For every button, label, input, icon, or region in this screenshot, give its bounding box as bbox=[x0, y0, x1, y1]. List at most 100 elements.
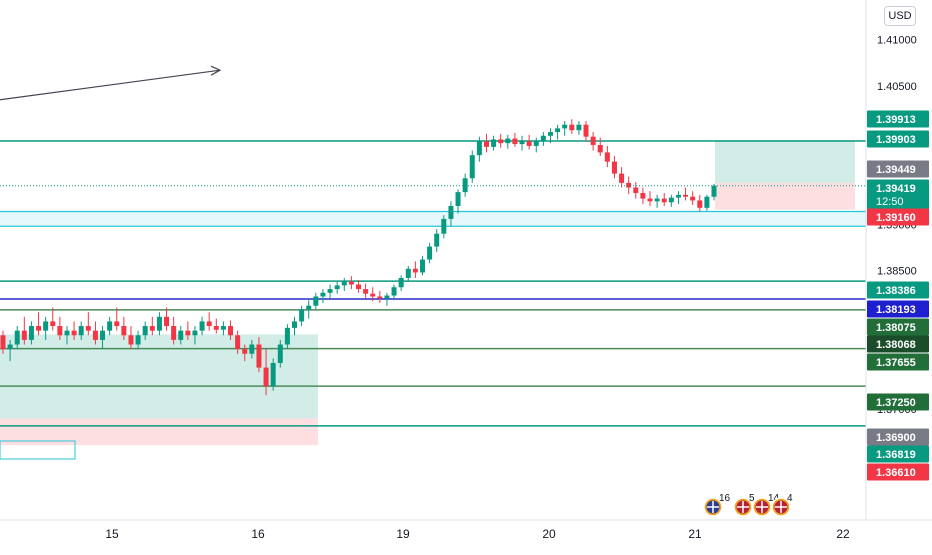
economic-events[interactable]: 16 5 14 4 bbox=[703, 493, 793, 517]
zone-support-band bbox=[0, 211, 866, 227]
candle-body bbox=[220, 326, 226, 330]
price-label: 1.39449 bbox=[867, 160, 929, 178]
candle bbox=[341, 278, 347, 291]
candle-body bbox=[498, 139, 504, 144]
candle-body bbox=[462, 178, 468, 193]
candle bbox=[192, 326, 198, 345]
candle bbox=[675, 191, 681, 205]
candle-body bbox=[341, 281, 347, 286]
candle-body bbox=[533, 141, 539, 146]
price-label: 1.39913 bbox=[867, 110, 929, 128]
candle-body bbox=[206, 321, 212, 327]
candle bbox=[483, 133, 489, 153]
candle-body bbox=[327, 289, 333, 293]
candle-body bbox=[21, 330, 27, 340]
candle bbox=[562, 120, 568, 136]
event-count: 16 bbox=[719, 493, 731, 504]
x-tick-label: 21 bbox=[688, 527, 702, 541]
candle-body bbox=[199, 321, 205, 331]
candle-body bbox=[619, 173, 625, 183]
candle bbox=[50, 307, 56, 331]
candle-body bbox=[427, 246, 433, 260]
candle bbox=[498, 133, 504, 148]
candle bbox=[377, 290, 383, 303]
candle-body bbox=[277, 344, 283, 363]
price-label-text: 1.39913 bbox=[876, 114, 916, 126]
price-label-bg bbox=[867, 335, 929, 353]
candle-body bbox=[28, 326, 34, 340]
candle bbox=[633, 181, 639, 199]
price-label-bg bbox=[867, 208, 929, 226]
event-marker[interactable]: 4 bbox=[771, 493, 793, 517]
candle bbox=[711, 183, 717, 201]
candle bbox=[327, 284, 333, 299]
price-label-text: 1.36819 bbox=[876, 449, 916, 461]
candle-body bbox=[320, 292, 326, 297]
candle bbox=[270, 358, 276, 391]
candle bbox=[668, 194, 674, 207]
event-count: 4 bbox=[787, 493, 793, 504]
candle-body bbox=[469, 155, 475, 179]
zone-long-profit bbox=[715, 140, 855, 183]
candle bbox=[242, 344, 248, 362]
event-marker[interactable]: 16 bbox=[703, 493, 731, 517]
candle-body bbox=[491, 139, 497, 147]
candle bbox=[462, 173, 468, 197]
candle bbox=[206, 312, 212, 331]
candle-body bbox=[690, 196, 696, 201]
candle bbox=[626, 176, 632, 194]
candle bbox=[235, 330, 241, 354]
candle-body bbox=[590, 136, 596, 146]
candle bbox=[391, 284, 397, 301]
price-label-text: 1.38386 bbox=[876, 285, 916, 297]
candle-body bbox=[647, 198, 653, 202]
candles bbox=[0, 119, 717, 396]
candle bbox=[412, 261, 418, 279]
candle bbox=[64, 326, 70, 345]
candle-body bbox=[292, 321, 298, 328]
y-tick-label: 1.41000 bbox=[877, 35, 917, 47]
candle-body bbox=[363, 289, 369, 294]
candle-body bbox=[156, 316, 162, 331]
event-marker[interactable]: 5 bbox=[733, 493, 755, 517]
price-label-bg bbox=[867, 353, 929, 371]
candle bbox=[284, 324, 290, 350]
candle bbox=[121, 316, 127, 340]
candle-body bbox=[57, 326, 63, 336]
x-tick-label: 16 bbox=[251, 527, 265, 541]
candle bbox=[277, 339, 283, 368]
price-label-text: 1.38075 bbox=[876, 322, 916, 334]
x-tick-label: 19 bbox=[396, 527, 410, 541]
candle bbox=[21, 316, 27, 345]
candle bbox=[540, 132, 546, 146]
currency-selector[interactable]: USD bbox=[884, 6, 916, 26]
candle-body bbox=[100, 330, 106, 340]
price-label-bg bbox=[867, 160, 929, 178]
candle bbox=[661, 193, 667, 206]
event-marker[interactable]: 14 bbox=[752, 493, 780, 517]
candle-body bbox=[71, 330, 77, 336]
candle-body bbox=[36, 326, 42, 331]
candle bbox=[156, 312, 162, 336]
price-label-text: 1.36610 bbox=[876, 467, 916, 479]
price-label-text: 1.37655 bbox=[876, 357, 916, 369]
candle-body bbox=[7, 344, 13, 350]
price-label-text: 1.39419 bbox=[876, 183, 916, 195]
trend-arrow-line bbox=[0, 69, 221, 101]
candle-body bbox=[348, 281, 354, 285]
candle bbox=[611, 156, 617, 179]
candle-body bbox=[611, 161, 617, 174]
candle-body bbox=[547, 132, 553, 136]
candle-body bbox=[135, 335, 141, 345]
price-label-bg bbox=[867, 179, 929, 210]
candle-body bbox=[391, 287, 397, 296]
candle-body bbox=[405, 268, 411, 279]
candle-body bbox=[107, 321, 113, 331]
candle-body bbox=[313, 296, 319, 306]
x-tick-label: 22 bbox=[836, 527, 850, 541]
candle-body bbox=[384, 295, 390, 299]
